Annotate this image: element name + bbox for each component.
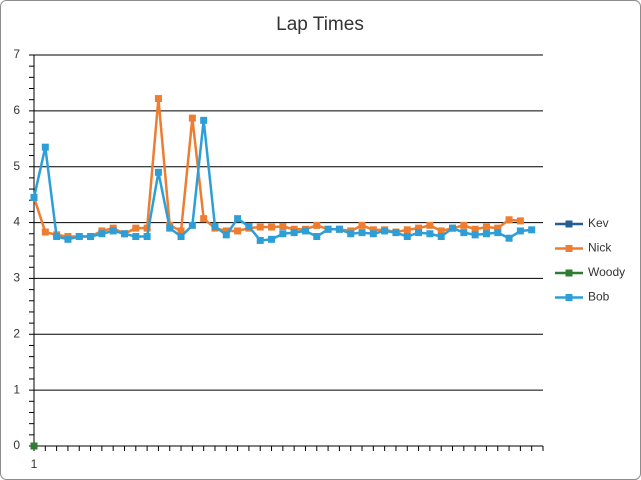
point [528,226,536,234]
point [505,216,513,224]
point [415,224,423,232]
y-tick-label: 4 [13,215,20,229]
point [358,221,366,229]
point [211,222,219,230]
point [516,217,524,225]
point [460,229,468,237]
point [268,235,276,243]
point [426,221,434,229]
point [313,233,321,241]
point [132,224,140,232]
legend-label: Woody [588,265,625,279]
point [53,233,61,241]
point [132,233,140,241]
y-tick-label: 0 [13,438,20,452]
point [143,224,151,232]
legend-label: Bob [588,290,610,304]
point [471,225,479,233]
point [154,168,162,176]
point [335,225,343,233]
point [256,236,264,244]
point [392,229,400,237]
point [166,224,174,232]
point [154,95,162,103]
x-tick-label: 1 [31,457,38,471]
point [222,231,230,239]
point [279,230,287,238]
y-tick-label: 2 [13,326,20,340]
point [41,228,49,236]
point [200,116,208,124]
point [98,230,106,238]
point [30,442,38,450]
point [290,229,298,237]
legend-marker [565,245,573,252]
point [381,227,389,235]
y-tick-label: 3 [13,271,20,285]
point [403,226,411,234]
point [41,143,49,151]
point [494,224,502,232]
point [369,230,377,238]
point [460,221,468,229]
point [245,222,253,230]
point [87,233,95,241]
point [279,222,287,230]
point [301,227,309,235]
point [234,215,242,223]
point [177,233,185,241]
y-tick-label: 5 [13,159,20,173]
point [403,233,411,241]
point [177,227,185,235]
point [188,221,196,229]
point [471,231,479,239]
point [415,229,423,237]
chart-title: Lap Times [276,14,364,35]
y-tick-label: 1 [13,382,20,396]
point [482,230,490,238]
point [109,227,117,235]
y-tick-label: 6 [13,103,20,117]
point [120,230,128,238]
legend-label: Nick [588,241,612,255]
legend-marker [565,220,573,228]
point [234,227,242,235]
point [505,234,513,242]
point [143,233,151,241]
point [222,227,230,235]
point [313,221,321,229]
point [30,193,38,201]
point [188,114,196,122]
point [494,229,502,237]
point [256,223,264,231]
point [437,227,445,235]
point [324,225,332,233]
point [437,233,445,241]
legend-marker [565,269,573,277]
point [516,227,524,235]
point [268,223,276,231]
point [64,235,72,243]
point [449,224,457,232]
point [75,233,83,241]
legend-label: Kev [588,216,609,230]
y-tick-label: 7 [13,47,20,61]
legend-marker [565,294,573,301]
point [347,230,355,238]
point [369,226,377,234]
point [200,215,208,223]
point [426,230,434,238]
point [482,223,490,231]
point [358,229,366,237]
